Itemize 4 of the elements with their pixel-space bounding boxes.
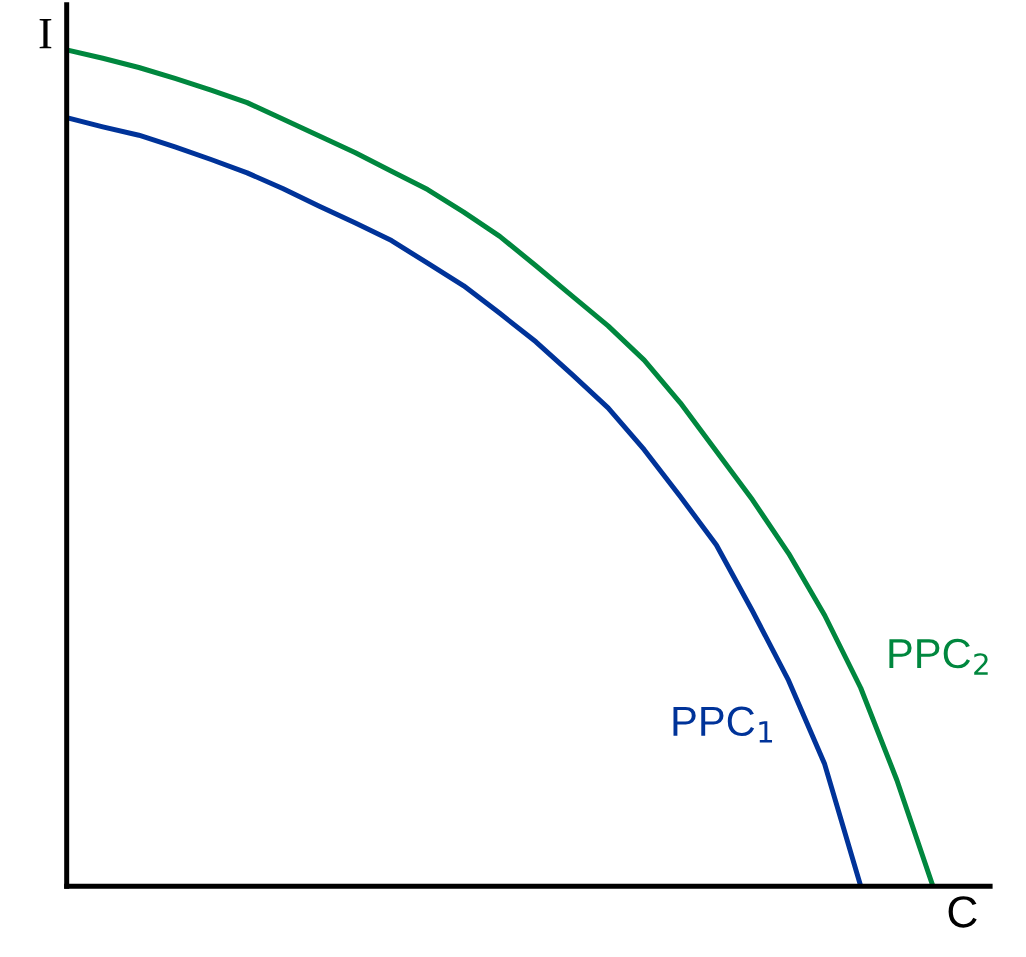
x-axis-title: C: [948, 896, 977, 928]
series-label: PPC$_{2}$: [889, 638, 988, 675]
y-axis-title: I: [39, 19, 52, 49]
series-label: PPC$_{1}$: [673, 706, 773, 743]
